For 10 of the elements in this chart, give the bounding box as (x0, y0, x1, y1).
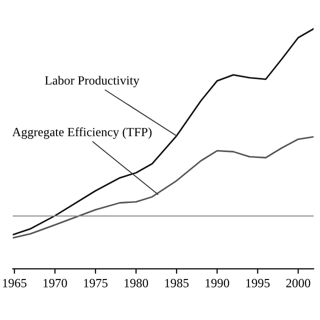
x-tick-label: 1995 (246, 278, 270, 288)
x-tick-label: 2000 (286, 278, 310, 288)
x-tick-label: 1990 (206, 278, 230, 288)
x-tick-label: 1980 (124, 278, 148, 288)
x-tick-label: 1985 (165, 278, 189, 288)
x-tick-label: 1975 (84, 278, 108, 288)
x-tick-label: 1970 (44, 278, 67, 288)
annotation: Labor Productivity (44, 76, 140, 88)
annotation: Aggregate Efficiency (TFP) (12, 127, 152, 139)
x-tick-label: 1965 (3, 278, 26, 288)
